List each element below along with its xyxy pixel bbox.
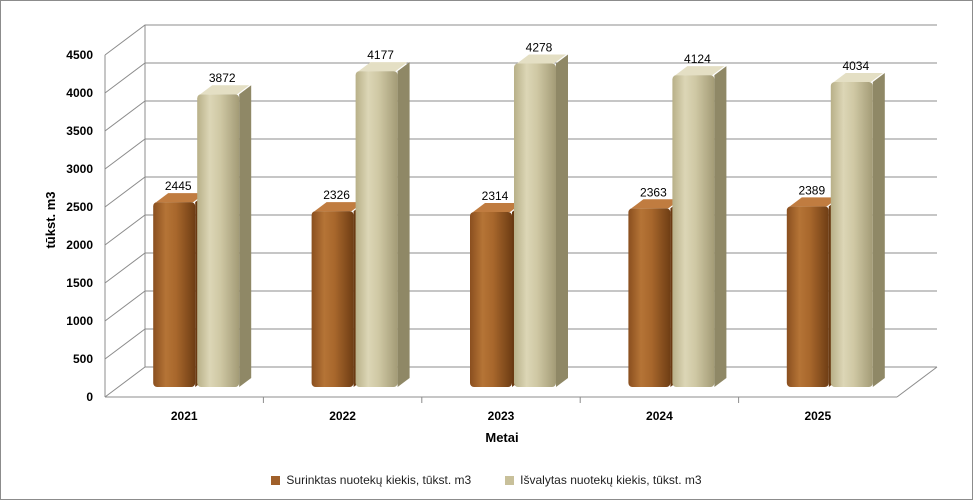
bar [628,208,671,387]
bar-top [631,199,681,209]
bar-top [314,202,364,212]
bar [786,206,829,387]
floor-right-edge [896,366,938,398]
x-axis-title: Metai [485,430,518,445]
y-tick-label: 2500 [66,200,93,214]
x-tick-label: 2021 [171,409,198,423]
bar-top [517,54,566,64]
data-label: 2389 [798,183,825,197]
bar-top [358,62,408,72]
data-label: 3872 [209,71,236,85]
bar-side [872,72,885,388]
axes [104,25,938,403]
y-tick-label: 2000 [66,238,93,252]
bar-side [397,62,410,388]
bar [153,202,196,387]
y-tick-label: 0 [86,390,93,404]
bar [470,212,512,387]
bar [830,81,873,388]
bar-top [789,197,839,207]
data-label: 2445 [165,179,192,193]
y-tick-label: 500 [73,352,93,366]
x-tick-label: 2024 [646,409,673,423]
data-label: 4124 [684,52,711,66]
bar [355,71,398,388]
x-tick-label: 2022 [329,409,356,423]
legend-item-collected: Surinktas nuotekų kiekis, tūkst. m3 [271,473,471,487]
legend-label-collected: Surinktas nuotekų kiekis, tūkst. m3 [286,473,472,487]
y-tick-label: 4000 [66,86,93,100]
bars [153,54,885,388]
legend-item-treated: Išvalytas nuotekų kiekis, tūkst. m3 [505,473,702,487]
data-label: 4177 [367,48,394,62]
gridline [104,24,937,56]
bar-top [473,203,522,213]
x-tick-label: 2023 [488,409,515,423]
y-axis-title: tūkst. m3 [43,191,58,248]
y-tick-label: 4500 [66,48,93,62]
bar-top [833,72,883,82]
legend-swatch-treated [505,475,515,485]
bar [197,94,240,387]
data-label: 2314 [482,189,509,203]
x-tick-label: 2025 [804,409,831,423]
legend-swatch-collected [271,475,281,485]
bar-top [675,66,725,76]
data-label: 4034 [842,59,869,73]
labels: 0 500 1000 1500 2000 2500 3000 3500 4000 4500 2445… [66,40,869,423]
legend-label-treated: Išvalytas nuotekų kiekis, tūkst. m3 [520,473,702,487]
bar-top [156,193,206,203]
y-tick-label: 1500 [66,276,93,290]
bar-side [556,54,568,387]
y-tick-label: 3000 [66,162,93,176]
data-label: 4278 [526,40,553,54]
y-tick-label: 1000 [66,314,93,328]
bar-side [714,66,727,387]
data-label: 2363 [640,185,667,199]
legend: Surinktas nuotekų kiekis, tūkst. m3 Išva… [0,470,973,490]
data-label: 2326 [323,188,350,202]
y-tick-label: 3500 [66,124,93,138]
bar-top [200,85,250,95]
bar-side [239,85,252,387]
bar [672,75,715,387]
bar [514,63,556,387]
bar [311,211,354,387]
